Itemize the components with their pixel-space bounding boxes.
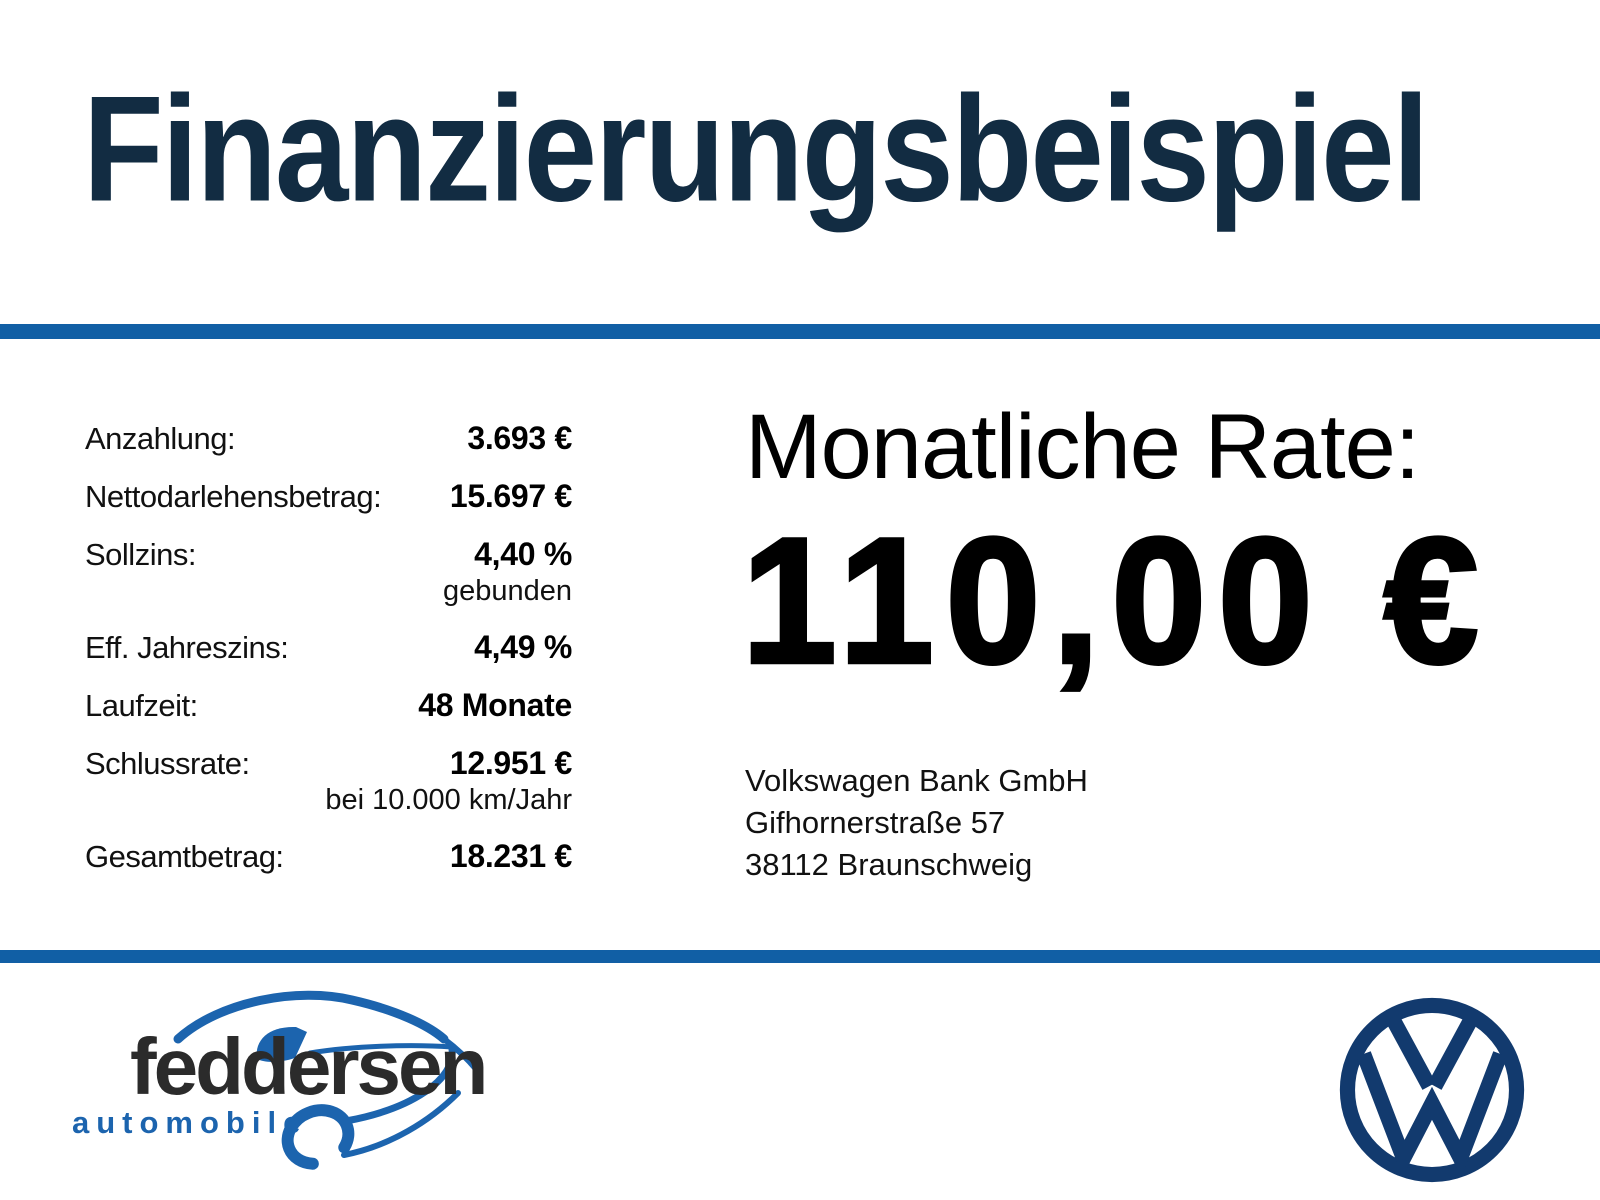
row-note: bei 10.000 km/Jahr (325, 784, 572, 816)
row-value: 48 Monate (418, 687, 572, 723)
monthly-rate-label: Monatliche Rate: (745, 396, 1420, 498)
row-label: Eff. Jahreszins: (85, 630, 289, 665)
bank-name: Volkswagen Bank GmbH (745, 763, 1088, 798)
financing-table: Anzahlung: 3.693 € Nettodarlehensbetrag:… (85, 420, 572, 875)
table-row: Laufzeit: 48 Monate (85, 687, 572, 724)
table-row: Schlussrate: 12.951 € (85, 745, 572, 782)
row-value: 12.951 € (449, 745, 572, 781)
row-value: 3.693 € (467, 420, 572, 456)
bottom-divider (0, 950, 1600, 963)
row-value: 18.231 € (449, 838, 572, 874)
vw-logo (1337, 995, 1527, 1185)
dealer-logo: feddersen automobile (60, 985, 560, 1190)
vw-logo-icon (1339, 997, 1525, 1183)
row-label: Gesamtbetrag: (85, 839, 284, 874)
bank-city: 38112 Braunschweig (745, 847, 1033, 882)
table-row: Sollzins: 4,40 % (85, 536, 572, 573)
row-label: Schlussrate: (85, 746, 250, 781)
row-label: Sollzins: (85, 537, 196, 572)
bank-address: Volkswagen Bank GmbH Gifhornerstraße 57 … (745, 760, 1088, 886)
car-outline-icon (173, 990, 480, 1170)
table-row: Nettodarlehensbetrag: 15.697 € (85, 478, 572, 515)
row-value: 4,49 % (474, 629, 572, 665)
row-value: 4,40 % (474, 536, 572, 572)
page-title: Finanzierungsbeispiel (83, 64, 1429, 233)
row-label: Nettodarlehensbetrag: (85, 479, 382, 514)
dealer-name: feddersen (130, 1022, 488, 1111)
dealer-subtitle: automobile (72, 1105, 308, 1140)
row-label: Anzahlung: (85, 421, 236, 456)
monthly-rate-value: 110,00 € (740, 501, 1491, 701)
row-note: gebunden (442, 575, 572, 607)
table-row: Gesamtbetrag: 18.231 € (85, 838, 572, 875)
row-label: Laufzeit: (85, 688, 198, 723)
table-row: Eff. Jahreszins: 4,49 % (85, 629, 572, 666)
row-value: 15.697 € (449, 478, 572, 514)
top-divider (0, 324, 1600, 339)
table-row: Anzahlung: 3.693 € (85, 420, 572, 457)
bank-street: Gifhornerstraße 57 (745, 805, 1006, 840)
